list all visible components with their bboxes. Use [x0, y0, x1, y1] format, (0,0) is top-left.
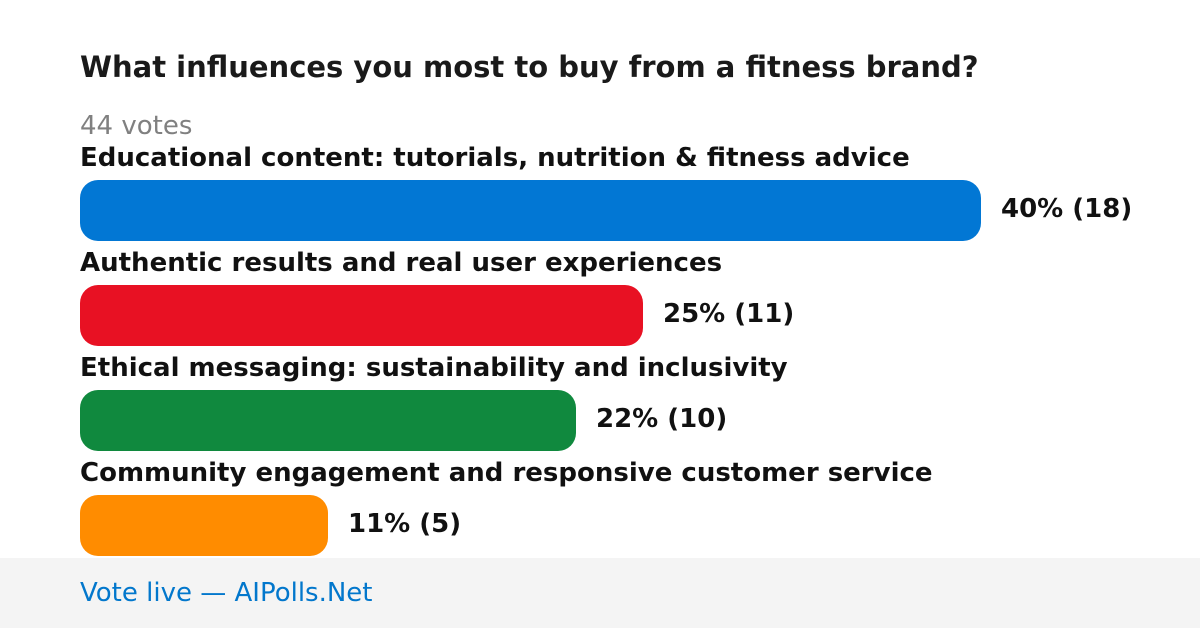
option-bar [80, 390, 576, 451]
option-value-label: 22% (10) [596, 404, 728, 434]
option-bar [80, 285, 643, 346]
option-value-label: 25% (11) [663, 299, 795, 329]
poll-title: What influences you most to buy from a f… [80, 50, 979, 84]
option-value-label: 40% (18) [1001, 194, 1133, 224]
option-label: Educational content: tutorials, nutritio… [80, 143, 910, 173]
option-bar [80, 495, 328, 556]
vote-live-link[interactable]: Vote live — AIPolls.Net [80, 578, 373, 608]
option-label: Ethical messaging: sustainability and in… [80, 353, 788, 383]
option-bar [80, 180, 981, 241]
vote-count: 44 votes [80, 111, 193, 141]
option-label: Community engagement and responsive cust… [80, 458, 933, 488]
option-label: Authentic results and real user experien… [80, 248, 723, 278]
footer-bar: Vote live — AIPolls.Net [0, 558, 1200, 628]
option-value-label: 11% (5) [348, 509, 462, 539]
